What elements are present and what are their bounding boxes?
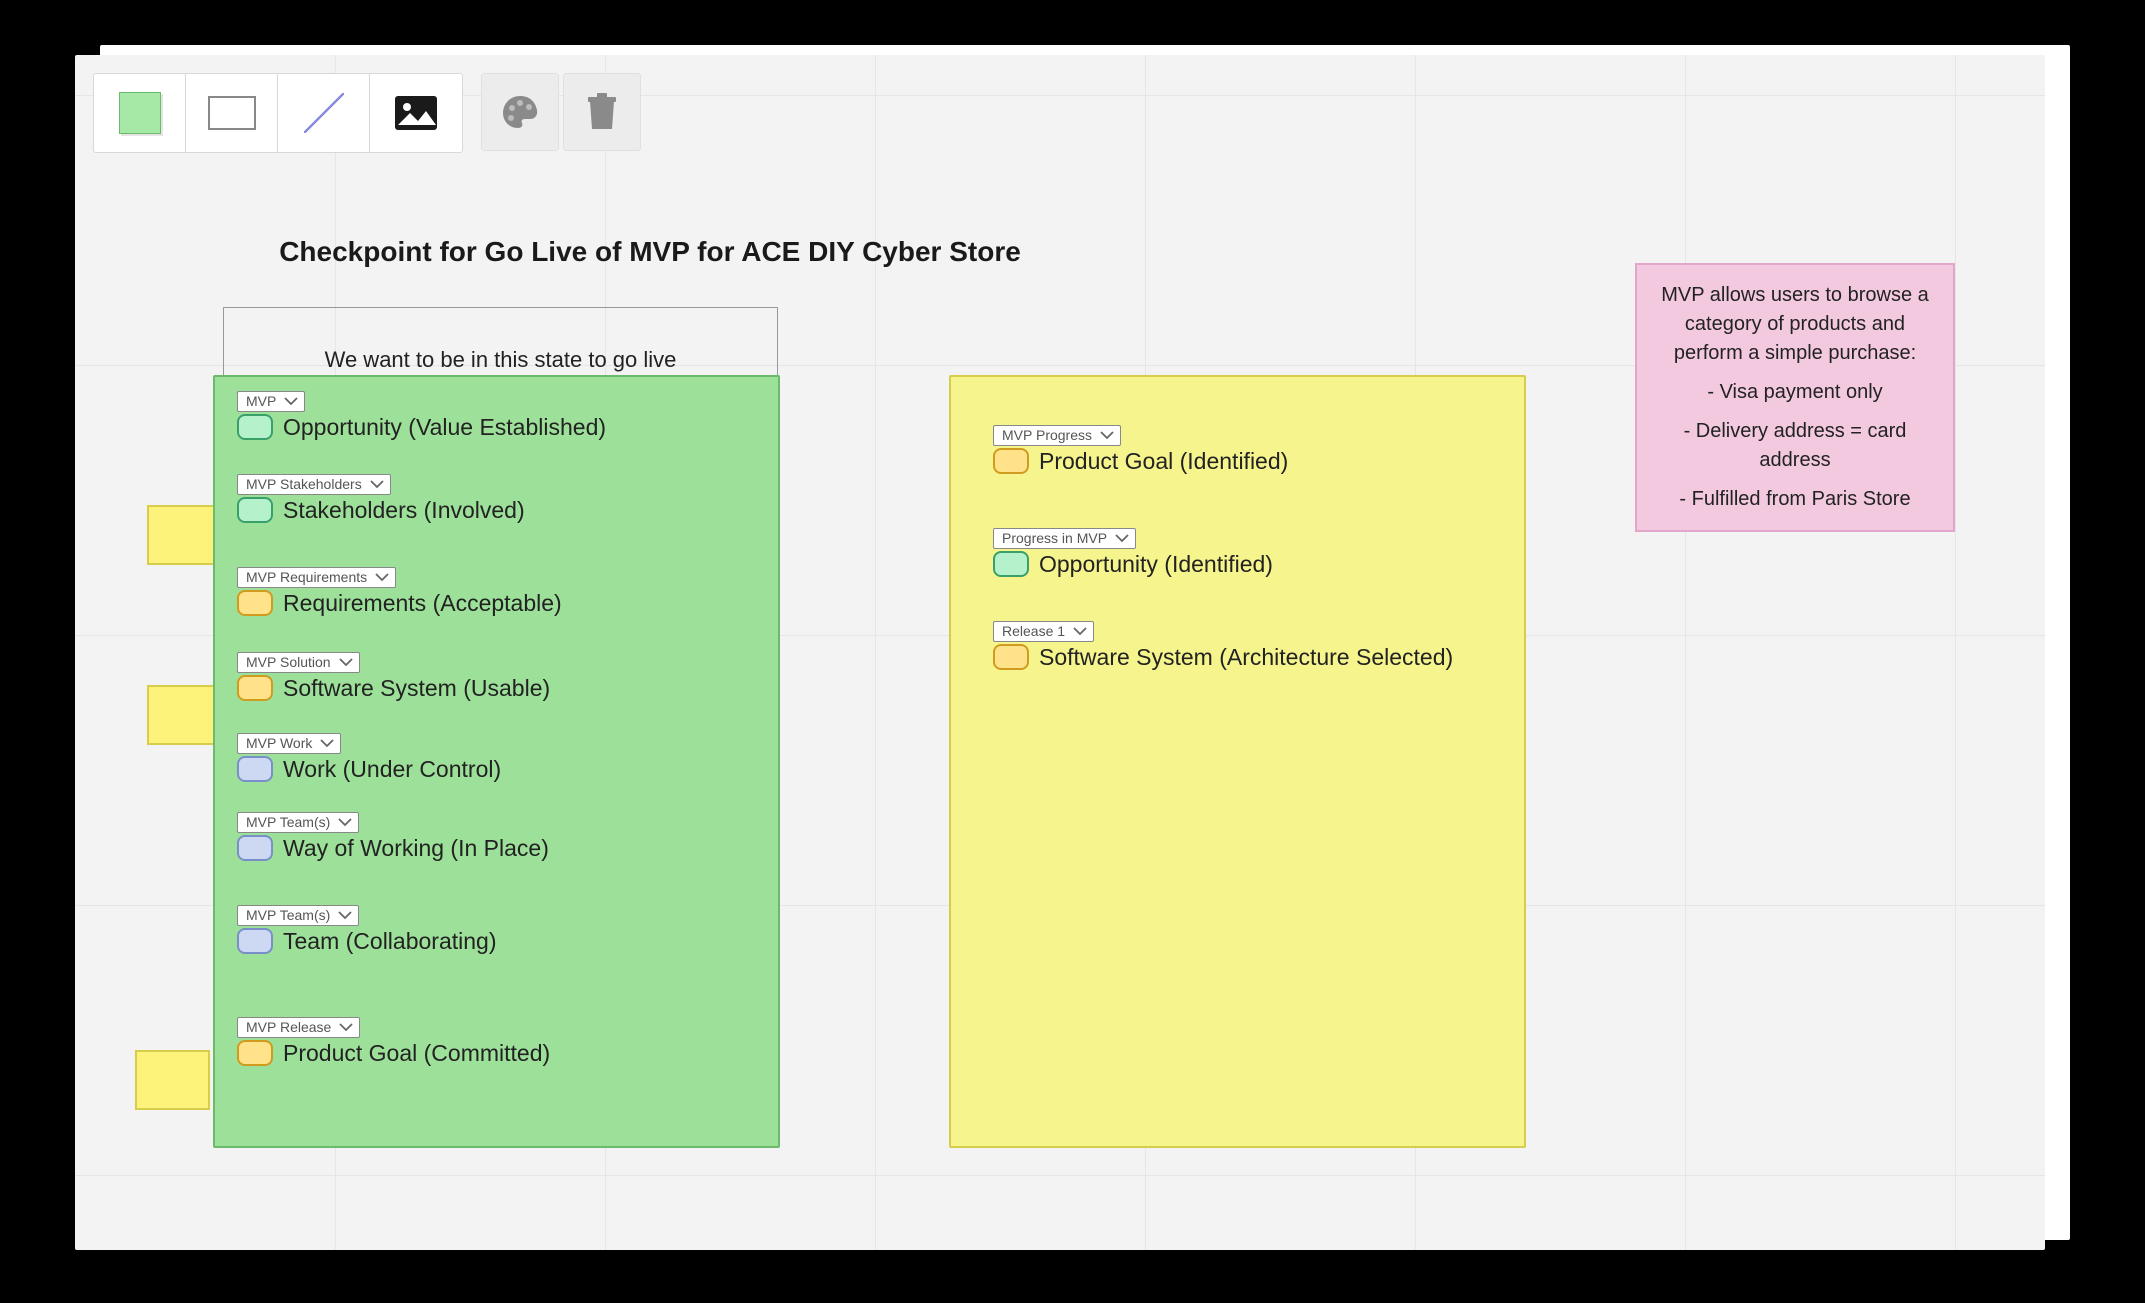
toolbar [93, 73, 645, 153]
alpha-pill-4 [237, 756, 273, 782]
note-bullet-1: - Delivery address = card address [1651, 417, 1939, 475]
alpha-label-1: Stakeholders (Involved) [283, 497, 525, 524]
line-tool[interactable] [278, 74, 370, 152]
go-live-state-panel[interactable]: MVP Opportunity (Value Established) MVP … [213, 375, 780, 1148]
alpha-item-6[interactable]: MVP Team(s) Team (Collaborating) [237, 905, 496, 955]
alpha-label-y0: Product Goal (Identified) [1039, 448, 1288, 475]
chevron-down-icon [338, 817, 352, 827]
alpha-dropdown-label: Release 1 [1002, 623, 1065, 640]
alpha-pill-y0 [993, 448, 1029, 474]
alpha-dropdown-4[interactable]: MVP Work [237, 733, 341, 754]
alpha-dropdown-label: MVP [246, 393, 276, 410]
alpha-pill-3 [237, 675, 273, 701]
alpha-dropdown-7[interactable]: MVP Release [237, 1017, 360, 1038]
trash-icon [586, 93, 618, 131]
alpha-label-4: Work (Under Control) [283, 756, 501, 783]
rectangle-tool[interactable] [186, 74, 278, 152]
chevron-down-icon [370, 479, 384, 489]
alpha-pill-0 [237, 414, 273, 440]
alpha-dropdown-label: Progress in MVP [1002, 530, 1107, 547]
alpha-dropdown-label: MVP Release [246, 1019, 331, 1036]
alpha-label-2: Requirements (Acceptable) [283, 590, 562, 617]
alpha-item-0[interactable]: MVP Opportunity (Value Established) [237, 391, 606, 441]
sticky-note-tool[interactable] [94, 74, 186, 152]
mini-sticky-3[interactable] [135, 1050, 210, 1110]
alpha-dropdown-6[interactable]: MVP Team(s) [237, 905, 359, 926]
alpha-item-y0[interactable]: MVP Progress Product Goal (Identified) [993, 425, 1288, 475]
alpha-dropdown-3[interactable]: MVP Solution [237, 652, 360, 673]
alpha-pill-6 [237, 928, 273, 954]
chevron-down-icon [339, 657, 353, 667]
mini-sticky-1[interactable] [147, 505, 222, 565]
alpha-item-7[interactable]: MVP Release Product Goal (Committed) [237, 1017, 550, 1067]
alpha-dropdown-5[interactable]: MVP Team(s) [237, 812, 359, 833]
chevron-down-icon [284, 396, 298, 406]
note-bullet-2: - Fulfilled from Paris Store [1651, 485, 1939, 514]
alpha-pill-y2 [993, 644, 1029, 670]
chevron-down-icon [1100, 430, 1114, 440]
board-title[interactable]: Checkpoint for Go Live of MVP for ACE DI… [75, 233, 1225, 271]
alpha-pill-1 [237, 497, 273, 523]
alpha-label-0: Opportunity (Value Established) [283, 414, 606, 441]
mini-sticky-2[interactable] [147, 685, 222, 745]
chevron-down-icon [338, 910, 352, 920]
alpha-label-y1: Opportunity (Identified) [1039, 551, 1273, 578]
note-intro: MVP allows users to browse a category of… [1651, 281, 1939, 368]
color-palette-tool[interactable] [481, 73, 559, 151]
alpha-dropdown-2[interactable]: MVP Requirements [237, 567, 396, 588]
alpha-dropdown-y0[interactable]: MVP Progress [993, 425, 1121, 446]
alpha-pill-2 [237, 590, 273, 616]
alpha-item-4[interactable]: MVP Work Work (Under Control) [237, 733, 501, 783]
alpha-dropdown-y2[interactable]: Release 1 [993, 621, 1094, 642]
chevron-down-icon [375, 572, 389, 582]
alpha-dropdown-label: MVP Work [246, 735, 312, 752]
alpha-dropdown-y1[interactable]: Progress in MVP [993, 528, 1136, 549]
alpha-dropdown-label: MVP Progress [1002, 427, 1092, 444]
alpha-dropdown-label: MVP Solution [246, 654, 331, 671]
note-bullet-0: - Visa payment only [1651, 378, 1939, 407]
chevron-down-icon [320, 738, 334, 748]
sticky-note-icon [119, 92, 161, 134]
alpha-dropdown-label: MVP Requirements [246, 569, 367, 586]
alpha-label-y2: Software System (Architecture Selected) [1039, 644, 1453, 671]
chevron-down-icon [339, 1022, 353, 1032]
chevron-down-icon [1073, 626, 1087, 636]
alpha-item-y2[interactable]: Release 1 Software System (Architecture … [993, 621, 1453, 671]
alpha-dropdown-0[interactable]: MVP [237, 391, 305, 412]
alpha-label-5: Way of Working (In Place) [283, 835, 549, 862]
alpha-dropdown-label: MVP Stakeholders [246, 476, 362, 493]
delete-tool[interactable] [563, 73, 641, 151]
chevron-down-icon [1115, 533, 1129, 543]
mvp-description-note[interactable]: MVP allows users to browse a category of… [1635, 263, 1955, 532]
alpha-label-7: Product Goal (Committed) [283, 1040, 550, 1067]
alpha-label-6: Team (Collaborating) [283, 928, 496, 955]
alpha-item-2[interactable]: MVP Requirements Requirements (Acceptabl… [237, 567, 562, 617]
canvas-stack: Checkpoint for Go Live of MVP for ACE DI… [75, 55, 2070, 1255]
alpha-dropdown-label: MVP Team(s) [246, 814, 330, 831]
image-tool[interactable] [370, 74, 462, 152]
line-icon [300, 89, 348, 137]
alpha-pill-5 [237, 835, 273, 861]
current-state-panel[interactable]: MVP Progress Product Goal (Identified) P… [949, 375, 1526, 1148]
alpha-pill-7 [237, 1040, 273, 1066]
alpha-item-3[interactable]: MVP Solution Software System (Usable) [237, 652, 550, 702]
alpha-dropdown-1[interactable]: MVP Stakeholders [237, 474, 391, 495]
alpha-label-3: Software System (Usable) [283, 675, 550, 702]
state-outline-caption[interactable]: We want to be in this state to go live [223, 347, 778, 373]
rectangle-icon [208, 96, 256, 130]
canvas[interactable]: Checkpoint for Go Live of MVP for ACE DI… [75, 55, 2045, 1250]
alpha-dropdown-label: MVP Team(s) [246, 907, 330, 924]
alpha-item-y1[interactable]: Progress in MVP Opportunity (Identified) [993, 528, 1273, 578]
shape-tool-group [93, 73, 463, 153]
image-icon [394, 95, 438, 131]
alpha-pill-y1 [993, 551, 1029, 577]
palette-icon [500, 92, 540, 132]
alpha-item-5[interactable]: MVP Team(s) Way of Working (In Place) [237, 812, 549, 862]
alpha-item-1[interactable]: MVP Stakeholders Stakeholders (Involved) [237, 474, 525, 524]
